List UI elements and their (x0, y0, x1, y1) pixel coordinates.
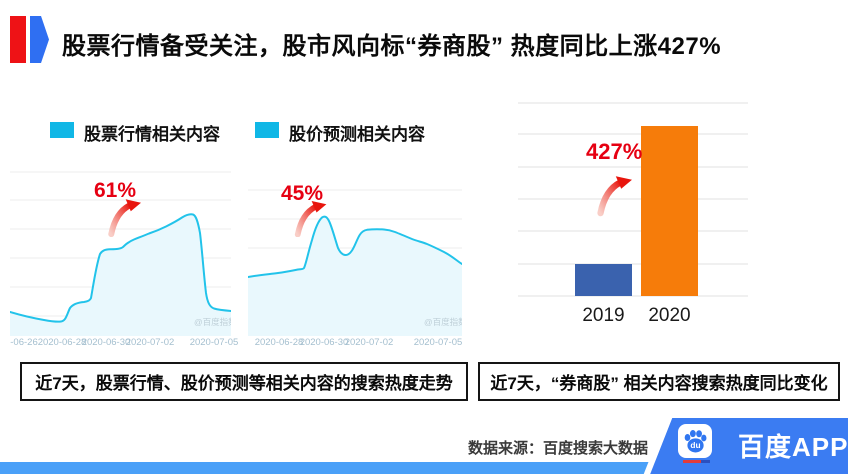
caption-text-right: 近7天，“券商股” 相关内容搜索热度同比变化 (490, 374, 828, 393)
bar-2019 (575, 264, 632, 296)
logo-du-text: du (690, 440, 700, 450)
baidu-index-watermark: @百度指数 (194, 317, 231, 327)
x-tick: 2020-07-05 (189, 337, 239, 348)
x-tick: -06-26 (10, 337, 38, 348)
trend-chart-price-forecast: @百度指数 (248, 189, 462, 336)
data-source-label: 数据来源：百度搜索大数据 (468, 440, 649, 457)
x-tick: 2020-06-28 (254, 337, 304, 348)
baidu-logo: du (678, 424, 712, 458)
legend-label-price-forecast: 股价预测相关内容 (289, 125, 425, 144)
baidu-app-brand: 百度APP (738, 432, 848, 462)
x-tick: 2020-06-28 (37, 337, 87, 348)
x-tick: 2020-07-05 (413, 337, 463, 348)
legend-label-stock-quotes: 股票行情相关内容 (84, 125, 220, 144)
gridlines (518, 102, 748, 297)
title-accent-arrow-icon (30, 16, 49, 63)
baidu-paw-icon: du (684, 430, 707, 453)
trend-line (10, 213, 231, 323)
caption-box-right: 近7天，“券商股” 相关内容搜索热度同比变化 (478, 362, 840, 401)
baidu-index-watermark: @百度指数 (424, 317, 462, 327)
x-tick: 2020-07-02 (125, 337, 175, 348)
x-tick: 2020-07-02 (344, 337, 394, 348)
growth-label-61: 61% (94, 179, 137, 202)
bar-category-2020: 2020 (648, 305, 691, 326)
bar-2020 (641, 126, 698, 296)
caption-box-left: 近7天，股票行情、股价预测等相关内容的搜索热度走势 (20, 362, 468, 401)
trend-line (248, 215, 462, 278)
x-tick: 2020-06-30 (299, 337, 349, 348)
growth-arrow-icon (108, 199, 141, 237)
area-fill (248, 216, 462, 336)
bar-category-2019: 2019 (582, 305, 625, 326)
growth-arrow-icon (597, 176, 632, 217)
growth-label-45: 45% (281, 182, 324, 205)
growth-label-427: 427% (586, 139, 643, 164)
area-fill (10, 214, 231, 336)
legend-swatch-stock-quotes (50, 122, 74, 138)
caption-text-left: 近7天，股票行情、股价预测等相关内容的搜索热度走势 (35, 374, 453, 393)
growth-arrow-icon (294, 201, 327, 237)
logo-underline-blue (701, 460, 710, 463)
page-title: 股票行情备受关注，股市风向标“券商股” 热度同比上涨427% (62, 33, 722, 60)
title-accent-red-bar (10, 16, 26, 63)
footer-strip (0, 462, 848, 474)
trend-chart-stock-quotes: @百度指数 (10, 171, 231, 336)
legend-swatch-price-forecast (255, 122, 279, 138)
logo-underline-red (683, 460, 701, 463)
x-tick: 2020-06-30 (81, 337, 131, 348)
yoy-bar-chart (518, 102, 748, 297)
